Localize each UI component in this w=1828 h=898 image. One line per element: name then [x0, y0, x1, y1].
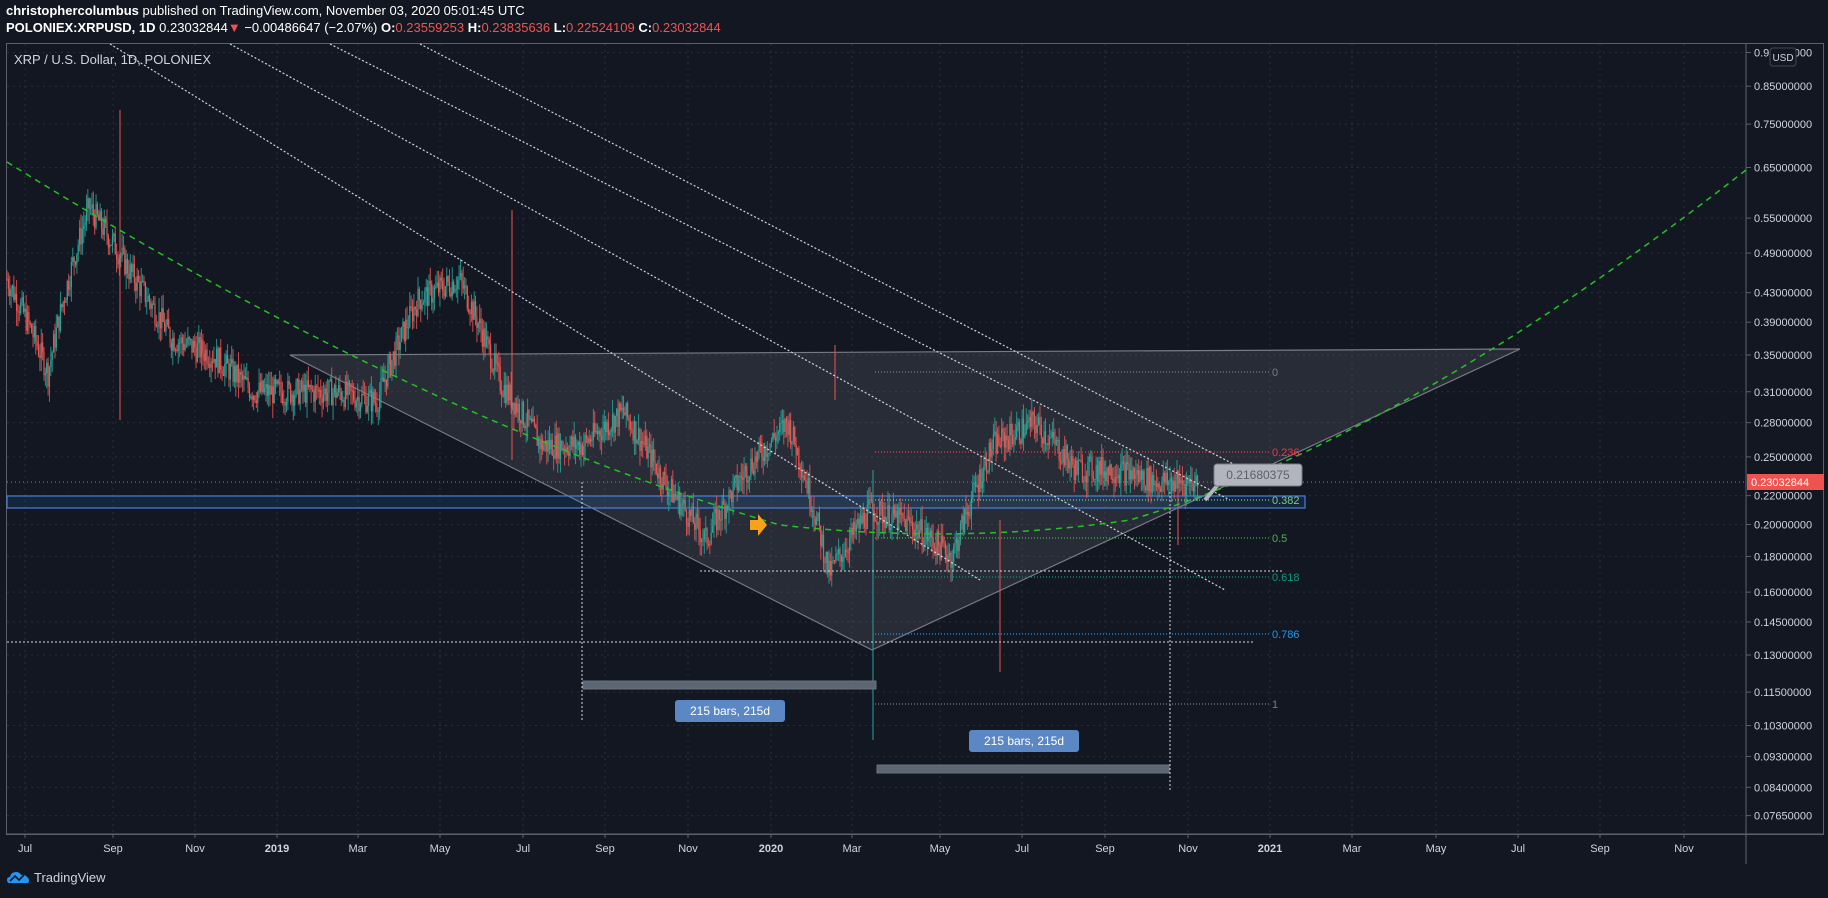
fib-level-label: 0.5	[1272, 533, 1287, 545]
descending-trendlines[interactable]	[109, 43, 1246, 591]
price-axis[interactable]: 0.950000000.850000000.750000000.65000000…	[1745, 44, 1812, 864]
fib-level-label: 0.382	[1272, 495, 1300, 507]
date-range-measures[interactable]: 215 bars, 215d 215 bars, 215d	[582, 680, 1170, 774]
series-legend: XRP / U.S. Dollar, 1D, POLONIEX	[14, 52, 211, 67]
time-tick-label: May	[430, 843, 451, 855]
time-tick-label: Jul	[18, 843, 32, 855]
date-range-label: 215 bars, 215d	[984, 734, 1064, 748]
open-label: O:	[380, 20, 396, 35]
parabolic-curve[interactable]	[6, 161, 1747, 535]
support-zone-rectangle[interactable]	[6, 495, 1306, 509]
low-label: L:	[553, 20, 567, 35]
svg-text:0.23032844: 0.23032844	[1751, 477, 1809, 489]
time-tick-label: 2019	[265, 843, 289, 855]
time-tick-label: Sep	[595, 843, 615, 855]
price-tick-label: 0.22000000	[1754, 491, 1812, 503]
tradingview-logo[interactable]: TradingView	[6, 869, 106, 885]
price-tick-label: 0.11500000	[1754, 687, 1811, 699]
open-value: 0.23559253	[395, 20, 465, 35]
price-tick-label: 0.13000000	[1754, 650, 1812, 662]
time-tick-label: Jul	[516, 843, 530, 855]
time-tick-label: Nov	[678, 843, 698, 855]
price-callout[interactable]: 0.21680375	[1203, 463, 1303, 502]
price-tick-label: 0.28000000	[1754, 418, 1812, 430]
time-tick-label: Sep	[1590, 843, 1610, 855]
last-price: 0.23032844	[159, 20, 228, 35]
time-tick-label: Jul	[1015, 843, 1029, 855]
price-tick-label: 0.09300000	[1754, 751, 1812, 763]
author-name[interactable]: christophercolumbus	[6, 3, 139, 18]
date-range-label: 215 bars, 215d	[690, 704, 770, 718]
price-tick-label: 0.75000000	[1754, 119, 1812, 131]
price-change: −0.00486647 (−2.07%)	[244, 20, 378, 35]
svg-text:0.21680375: 0.21680375	[1226, 468, 1290, 482]
time-tick-label: Mar	[1343, 843, 1362, 855]
high-label: H:	[467, 20, 482, 35]
down-arrow-icon: ▼	[227, 20, 241, 35]
price-tick-label: 0.14500000	[1754, 617, 1812, 629]
time-tick-label: Nov	[185, 843, 205, 855]
published-text: published on TradingView.com, November 0…	[142, 3, 525, 18]
time-tick-label: 2020	[759, 843, 783, 855]
price-tick-label: 0.35000000	[1754, 350, 1812, 362]
price-tick-label: 0.18000000	[1754, 551, 1812, 563]
price-tick-label: 0.65000000	[1754, 162, 1812, 174]
price-tick-label: 0.10300000	[1754, 721, 1812, 733]
price-tick-label: 0.39000000	[1754, 317, 1812, 329]
horizontal-levels[interactable]	[7, 482, 1283, 792]
low-value: 0.22524109	[566, 20, 635, 35]
arrow-right-icon[interactable]	[750, 514, 767, 536]
candlestick-series[interactable]	[6, 110, 1199, 740]
fib-level-label: 0.618	[1272, 572, 1300, 584]
time-tick-label: May	[1426, 843, 1447, 855]
tradingview-cloud-icon	[7, 872, 29, 883]
fib-level-label: 0.236	[1272, 447, 1300, 459]
price-tick-label: 0.08400000	[1754, 782, 1812, 794]
price-tick-label: 0.07650000	[1754, 811, 1812, 823]
time-tick-label: Mar	[349, 843, 368, 855]
price-tick-label: 0.16000000	[1754, 587, 1812, 599]
close-label: C:	[638, 20, 653, 35]
price-tick-label: 0.85000000	[1754, 81, 1812, 93]
current-price-tag: 0.23032844	[1747, 474, 1824, 490]
time-tick-label: Nov	[1674, 843, 1694, 855]
price-tick-label: 0.20000000	[1754, 520, 1812, 532]
price-tick-label: 0.25000000	[1754, 452, 1812, 464]
symbol-ohlc-bar: POLONIEX:XRPUSD, 1D 0.23032844▼ −0.00486…	[6, 20, 721, 36]
fib-level-label: 1	[1272, 699, 1278, 711]
fib-level-label: 0	[1272, 367, 1278, 379]
high-value: 0.23835636	[481, 20, 551, 35]
time-tick-label: Nov	[1178, 843, 1198, 855]
time-tick-label: Mar	[843, 843, 862, 855]
time-tick-label: Sep	[103, 843, 123, 855]
price-tick-label: 0.43000000	[1754, 288, 1812, 300]
publish-info: christophercolumbus published on Trading…	[6, 3, 525, 19]
price-tick-label: 0.31000000	[1754, 387, 1812, 399]
symbol-label: POLONIEX:XRPUSD, 1D	[6, 20, 156, 35]
time-tick-label: May	[930, 843, 951, 855]
time-tick-label: 2021	[1258, 843, 1282, 855]
time-tick-label: Jul	[1511, 843, 1525, 855]
fib-retracement[interactable]: 0 0.236 0.382 0.5 0.618 0.786 1	[875, 367, 1300, 711]
fib-level-label: 0.786	[1272, 629, 1300, 641]
price-tick-label: 0.55000000	[1754, 213, 1812, 225]
time-axis[interactable]: Jul Sep Nov 2019 Mar May Jul Sep Nov 2020 Mar May Ju…	[7, 833, 1824, 855]
currency-badge[interactable]: USD	[1772, 53, 1793, 64]
price-tick-label: 0.49000000	[1754, 248, 1812, 260]
brand-name: TradingView	[34, 869, 106, 885]
time-tick-label: Sep	[1095, 843, 1115, 855]
close-value: 0.23032844	[652, 20, 721, 35]
